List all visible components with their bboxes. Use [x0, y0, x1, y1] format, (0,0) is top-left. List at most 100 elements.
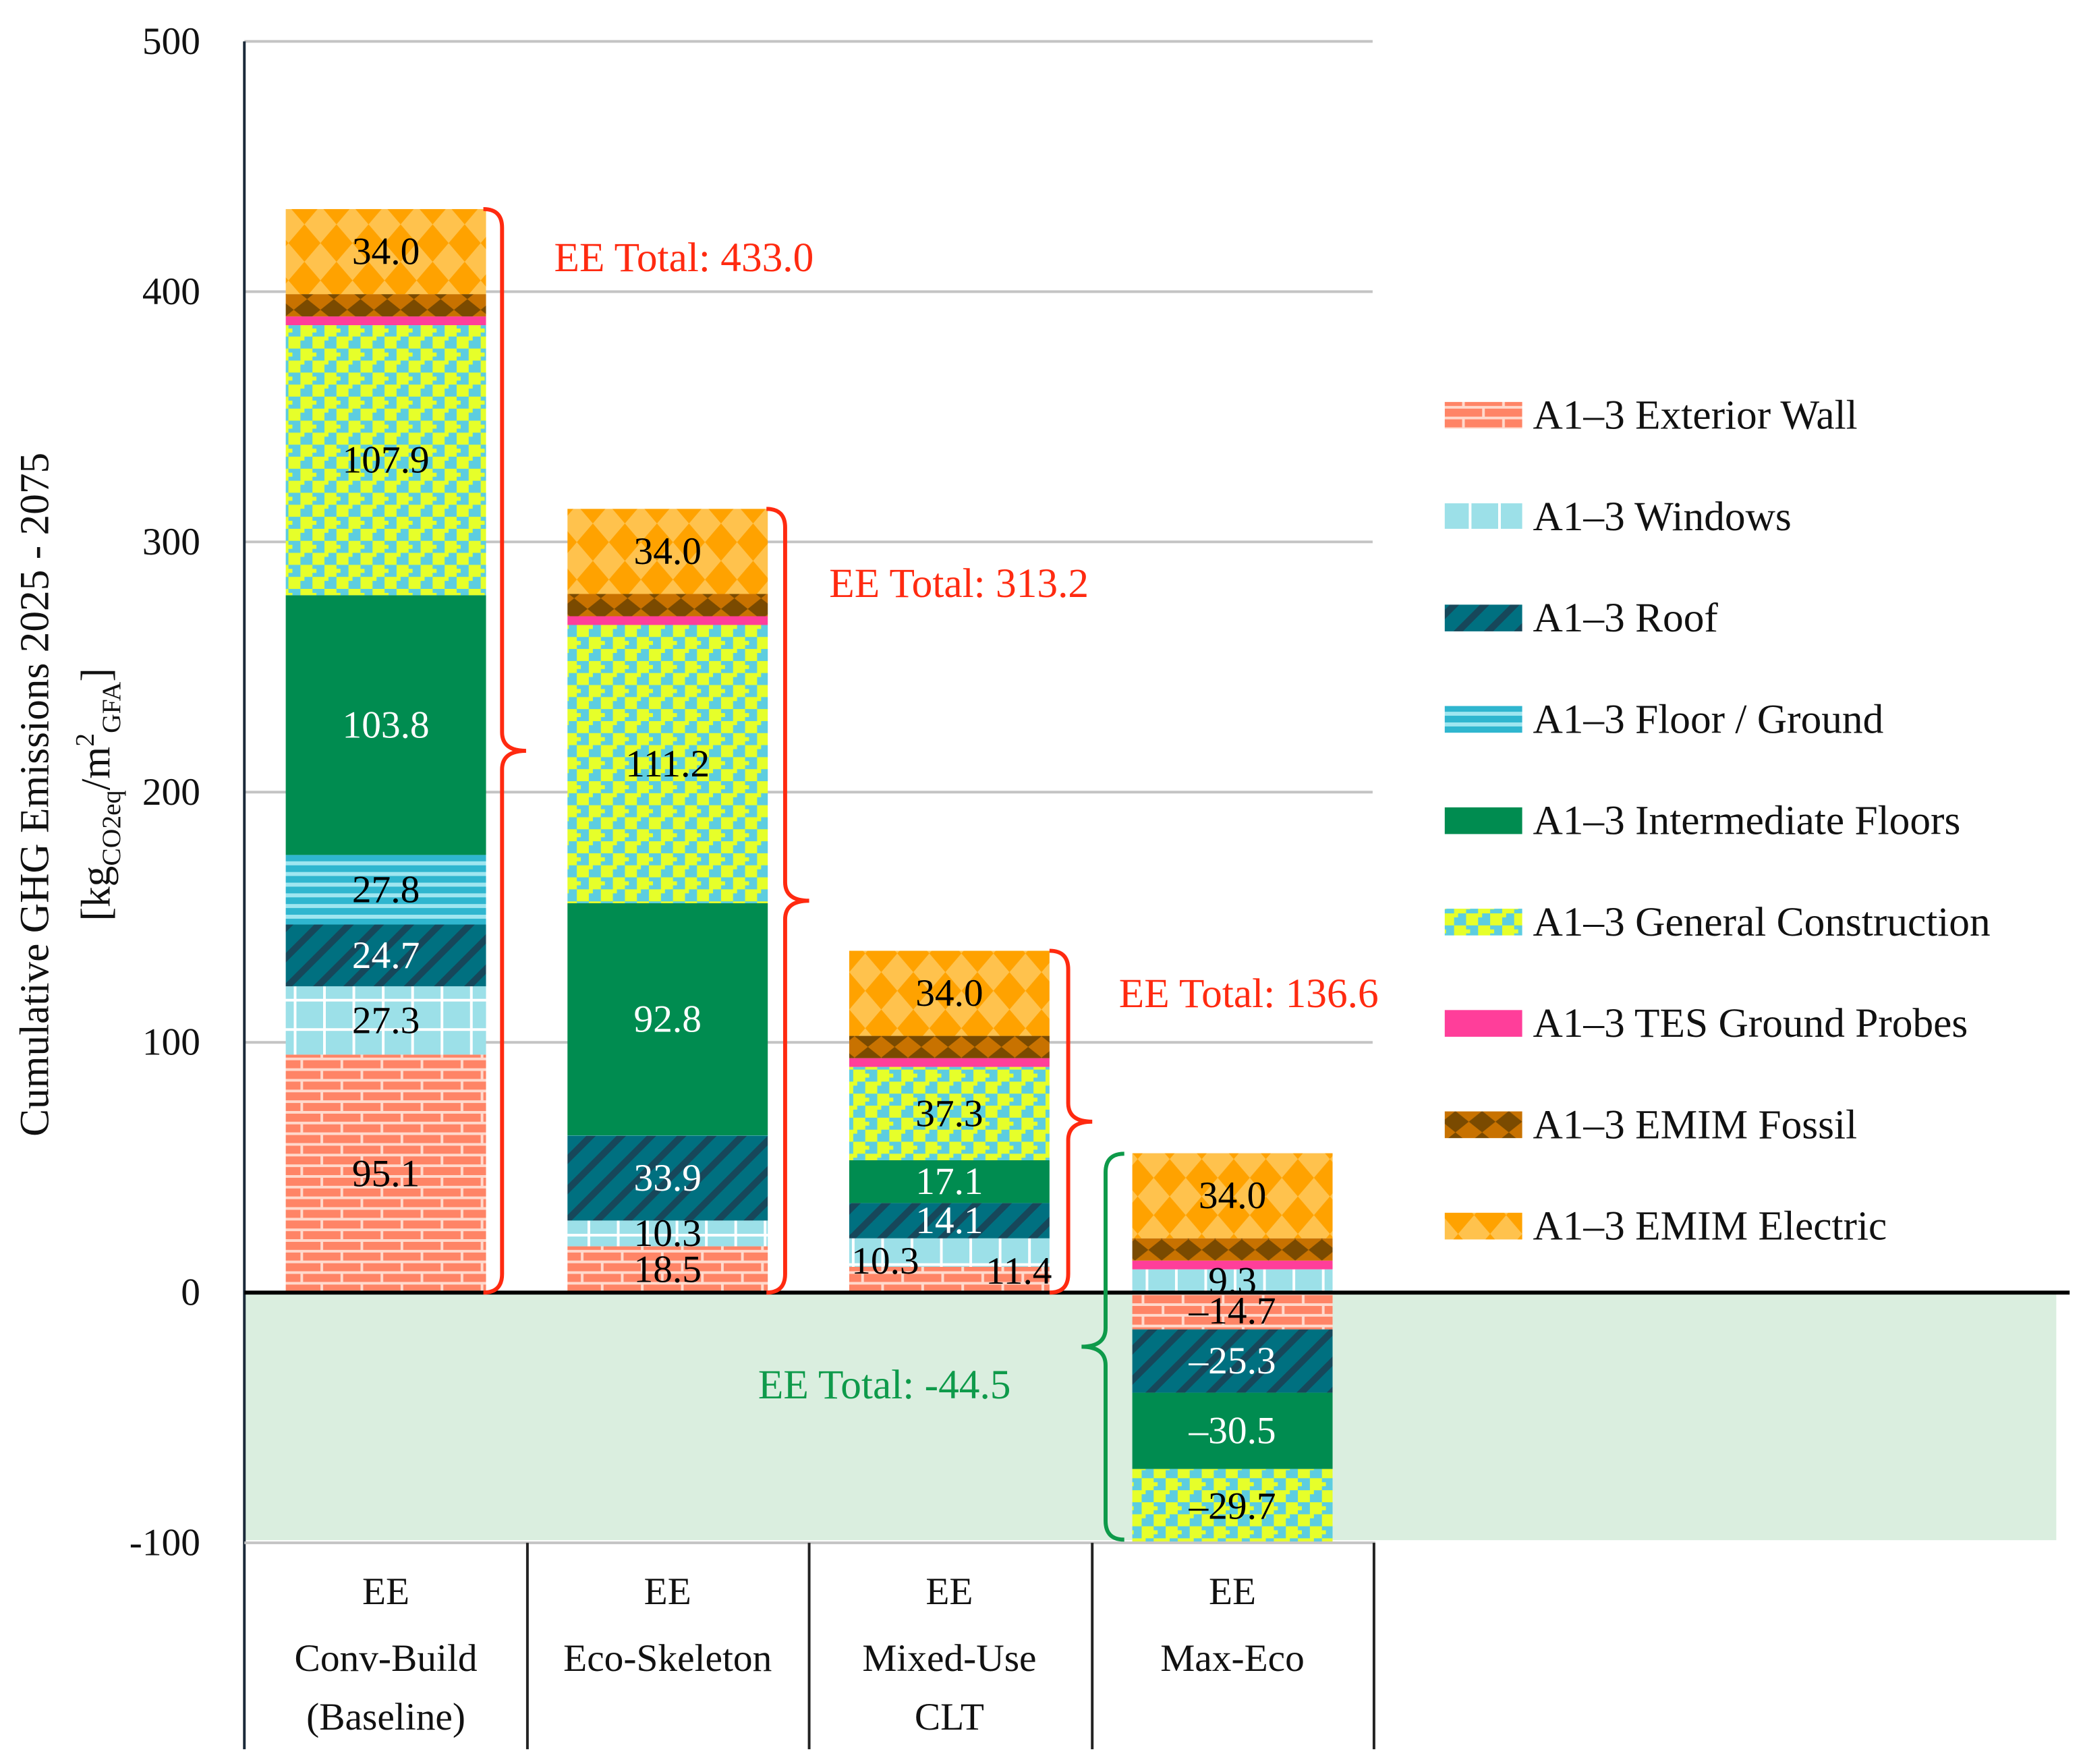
total-annotation: EE Total: 136.6	[1119, 971, 1379, 1017]
data-label: 11.4	[986, 1250, 1052, 1292]
legend: A1–3 Exterior Wall A1–3 Windows A1–3 Roof A…	[1444, 393, 1991, 1249]
bar-segment	[1132, 1238, 1333, 1261]
bar-segment	[1132, 1153, 1333, 1239]
y-tick-label: 200	[142, 771, 200, 814]
y-tick-label: 400	[142, 271, 200, 313]
category-label: Eco-Skeleton	[563, 1637, 772, 1680]
bar-segment	[849, 950, 1050, 1036]
bar-segment	[849, 1066, 1050, 1160]
y-tick-label: 100	[142, 1021, 200, 1064]
data-label: –14.7	[1188, 1290, 1276, 1332]
bar-segment	[567, 625, 768, 903]
data-label: 18.5	[634, 1248, 702, 1290]
total-annotation: EE Total: 433.0	[554, 235, 814, 281]
legend-swatch	[1444, 401, 1522, 429]
bar-segment	[849, 1058, 1050, 1067]
data-label: 107.9	[343, 439, 430, 482]
total-bracket	[766, 507, 809, 1295]
legend-swatch	[1444, 807, 1522, 834]
data-label: 10.3	[851, 1240, 919, 1282]
legend-swatch	[1444, 604, 1522, 631]
bar-segment	[1132, 1260, 1333, 1270]
data-label: 9.3	[1208, 1259, 1257, 1302]
bar-segment	[1132, 1329, 1333, 1393]
bar-segment	[849, 1160, 1050, 1203]
data-label: 24.7	[352, 934, 420, 977]
category-label: Max-Eco	[1160, 1637, 1305, 1680]
category-label: Mixed-Use	[862, 1637, 1036, 1680]
bar-segment	[285, 325, 486, 596]
category-label: (Baseline)	[306, 1696, 465, 1738]
bar-segment	[567, 616, 768, 625]
bars	[285, 208, 1333, 1543]
data-label: 34.0	[1199, 1174, 1266, 1217]
bar-segment	[567, 903, 768, 1136]
legend-swatch	[1444, 706, 1522, 733]
total-bracket	[1081, 1151, 1124, 1542]
bar-segment	[849, 1035, 1050, 1058]
bar-segment	[567, 1135, 768, 1221]
bar-segment	[849, 1238, 1050, 1267]
category-label: EE	[644, 1570, 691, 1613]
data-label: 14.1	[915, 1199, 983, 1242]
data-label: –30.5	[1188, 1410, 1276, 1452]
bar-segment	[1132, 1392, 1333, 1469]
data-label: 33.9	[634, 1157, 702, 1199]
data-label: 27.8	[352, 868, 420, 911]
y-tick-label: 300	[142, 521, 200, 563]
bar-segment	[1132, 1269, 1333, 1293]
bar-segment	[849, 1203, 1050, 1239]
y-axis-unit: [kgCO2eq/m2GFA]	[70, 668, 127, 921]
data-label: –25.3	[1188, 1340, 1276, 1382]
bar-segment	[567, 594, 768, 617]
total-annotation: EE Total: -44.5	[758, 1362, 1011, 1408]
legend-label: A1–3 Exterior Wall	[1533, 393, 1857, 438]
annotations: EE Total: 433.0 EE Total: 313.2 EE Total: …	[483, 206, 1379, 1542]
legend-label: A1–3 Floor / Ground	[1533, 696, 1883, 742]
legend-swatch	[1444, 1212, 1522, 1240]
total-annotation: EE Total: 313.2	[829, 561, 1089, 606]
data-label: 10.3	[634, 1212, 702, 1255]
total-bracket	[1049, 948, 1093, 1295]
bar-segment	[285, 294, 486, 317]
bar-segment	[1132, 1469, 1333, 1543]
data-label: 92.8	[634, 998, 702, 1041]
bar-segment	[567, 509, 768, 594]
legend-label: A1–3 EMIM Electric	[1533, 1203, 1887, 1249]
data-label: 37.3	[915, 1092, 983, 1135]
y-tick-label: -100	[130, 1522, 200, 1564]
bar-segment	[285, 1054, 486, 1293]
y-tick-label: 500	[142, 20, 200, 63]
data-label: 34.0	[352, 231, 420, 273]
legend-label: A1–3 Intermediate Floors	[1533, 798, 1960, 844]
bar-segment	[849, 1266, 1050, 1293]
bar-segment	[567, 1246, 768, 1293]
bar-segment	[567, 1220, 768, 1247]
legend-swatch	[1444, 503, 1522, 530]
legend-swatch	[1444, 1010, 1522, 1037]
legend-label: A1–3 EMIM Fossil	[1533, 1102, 1857, 1147]
category-label: EE	[362, 1570, 409, 1613]
data-label: –29.7	[1188, 1485, 1276, 1527]
bar-segment	[285, 986, 486, 1055]
bar-segment	[285, 855, 486, 925]
data-label: 34.0	[915, 972, 983, 1015]
bar-segment	[1132, 1292, 1333, 1330]
data-label: 34.0	[634, 530, 702, 573]
data-label: 27.3	[352, 999, 420, 1042]
legend-label: A1–3 Windows	[1533, 494, 1791, 540]
data-labels: 95.127.324.727.8103.8107.934.018.510.333…	[343, 231, 1276, 1528]
data-label: 103.8	[343, 704, 430, 746]
category-label: EE	[1209, 1570, 1256, 1613]
legend-label: A1–3 Roof	[1533, 595, 1718, 641]
y-axis-label: Cumulative GHG Emissions 2025 - 2075	[11, 453, 57, 1137]
bar-segment	[285, 924, 486, 987]
total-bracket	[483, 206, 527, 1295]
axes: -100 0 100 200 300 400 500 EE Conv-Build (Baselin…	[130, 20, 2070, 1750]
data-label: 111.2	[625, 743, 710, 785]
data-label: 95.1	[352, 1152, 420, 1195]
category-label: CLT	[915, 1696, 984, 1738]
legend-swatch	[1444, 909, 1522, 936]
category-label: Conv-Build	[295, 1637, 478, 1680]
